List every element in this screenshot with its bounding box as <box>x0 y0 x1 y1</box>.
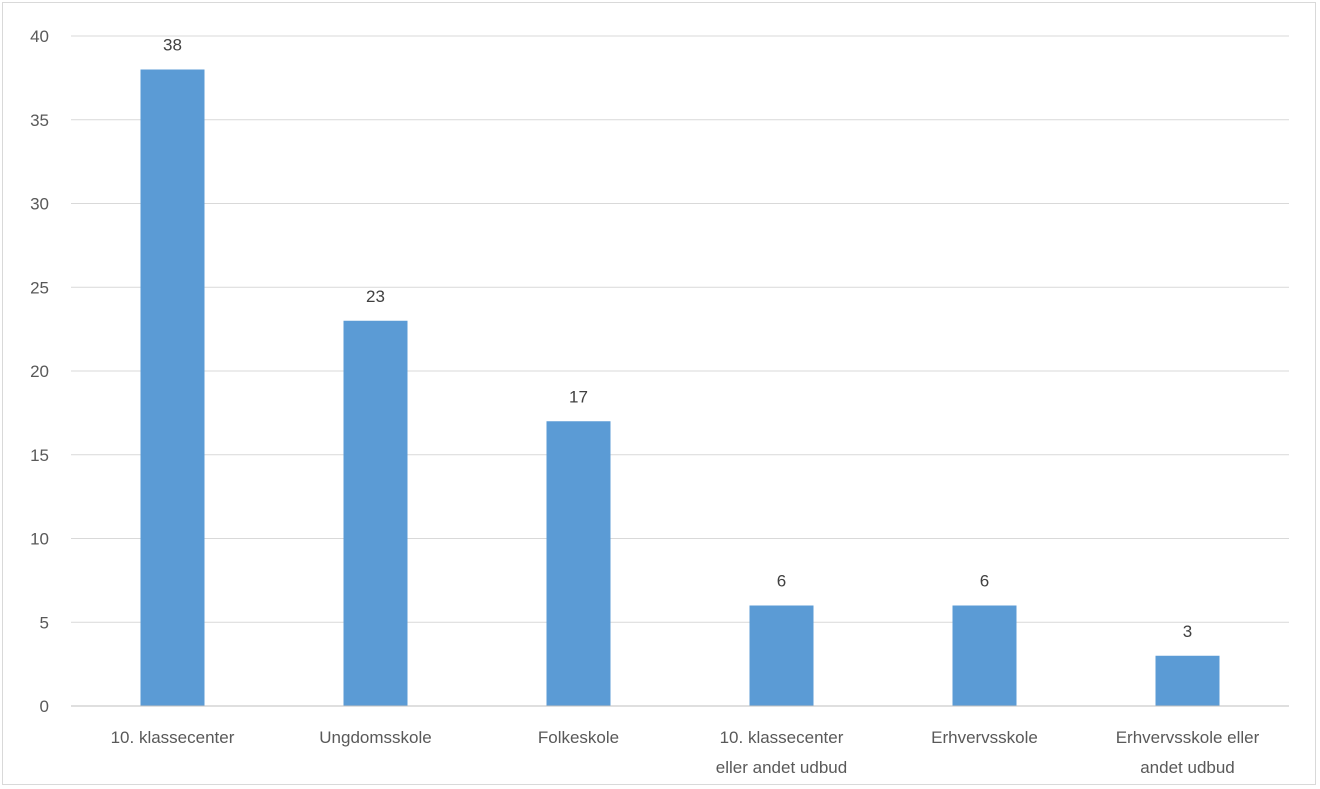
y-tick-label: 30 <box>30 195 49 214</box>
x-axis-category-labels: 10. klassecenter Ungdomsskole Folkeskole 10… <box>111 728 1260 777</box>
bar-chart: 0 5 10 15 20 25 30 35 40 38 23 17 6 6 3 10. klassecen… <box>30 27 1289 777</box>
data-label: 6 <box>777 572 786 591</box>
bars <box>140 69 1220 706</box>
x-category-label: eller andet udbud <box>716 758 847 777</box>
y-axis-tick-labels: 0 5 10 15 20 25 30 35 40 <box>30 27 49 716</box>
bar <box>343 320 408 706</box>
data-label: 23 <box>366 287 385 306</box>
data-label: 38 <box>163 36 182 55</box>
y-tick-label: 0 <box>40 697 49 716</box>
x-category-label: andet udbud <box>1140 758 1235 777</box>
y-tick-label: 25 <box>30 278 49 297</box>
data-label: 17 <box>569 387 588 406</box>
y-tick-label: 20 <box>30 362 49 381</box>
x-category-label: Ungdomsskole <box>319 728 431 747</box>
bar <box>1155 655 1220 706</box>
x-category-label: 10. klassecenter <box>111 728 235 747</box>
bar <box>749 605 814 706</box>
x-category-label: 10. klassecenter <box>720 728 844 747</box>
y-tick-label: 40 <box>30 27 49 46</box>
y-tick-label: 15 <box>30 446 49 465</box>
y-tick-label: 35 <box>30 111 49 130</box>
data-label: 6 <box>980 572 989 591</box>
y-tick-label: 10 <box>30 530 49 549</box>
y-tick-label: 5 <box>40 613 49 632</box>
x-category-label: Erhvervsskole eller <box>1116 728 1260 747</box>
x-category-label: Erhvervsskole <box>931 728 1038 747</box>
bar <box>952 605 1017 706</box>
data-labels: 38 23 17 6 6 3 <box>163 36 1192 641</box>
bar <box>546 421 611 706</box>
data-label: 3 <box>1183 622 1192 641</box>
gridlines <box>71 35 1289 623</box>
bar <box>140 69 205 706</box>
x-category-label: Folkeskole <box>538 728 619 747</box>
